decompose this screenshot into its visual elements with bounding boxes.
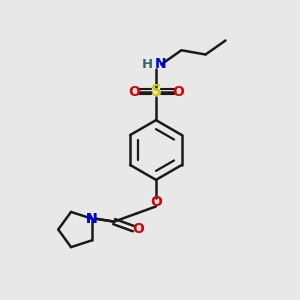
Text: O: O: [150, 195, 162, 209]
Text: O: O: [172, 85, 184, 99]
Text: N: N: [155, 57, 167, 71]
Text: O: O: [128, 85, 140, 99]
Text: N: N: [86, 212, 98, 226]
Text: N: N: [86, 212, 98, 226]
Text: H: H: [142, 58, 153, 71]
Text: S: S: [151, 84, 161, 99]
Text: O: O: [132, 222, 144, 236]
